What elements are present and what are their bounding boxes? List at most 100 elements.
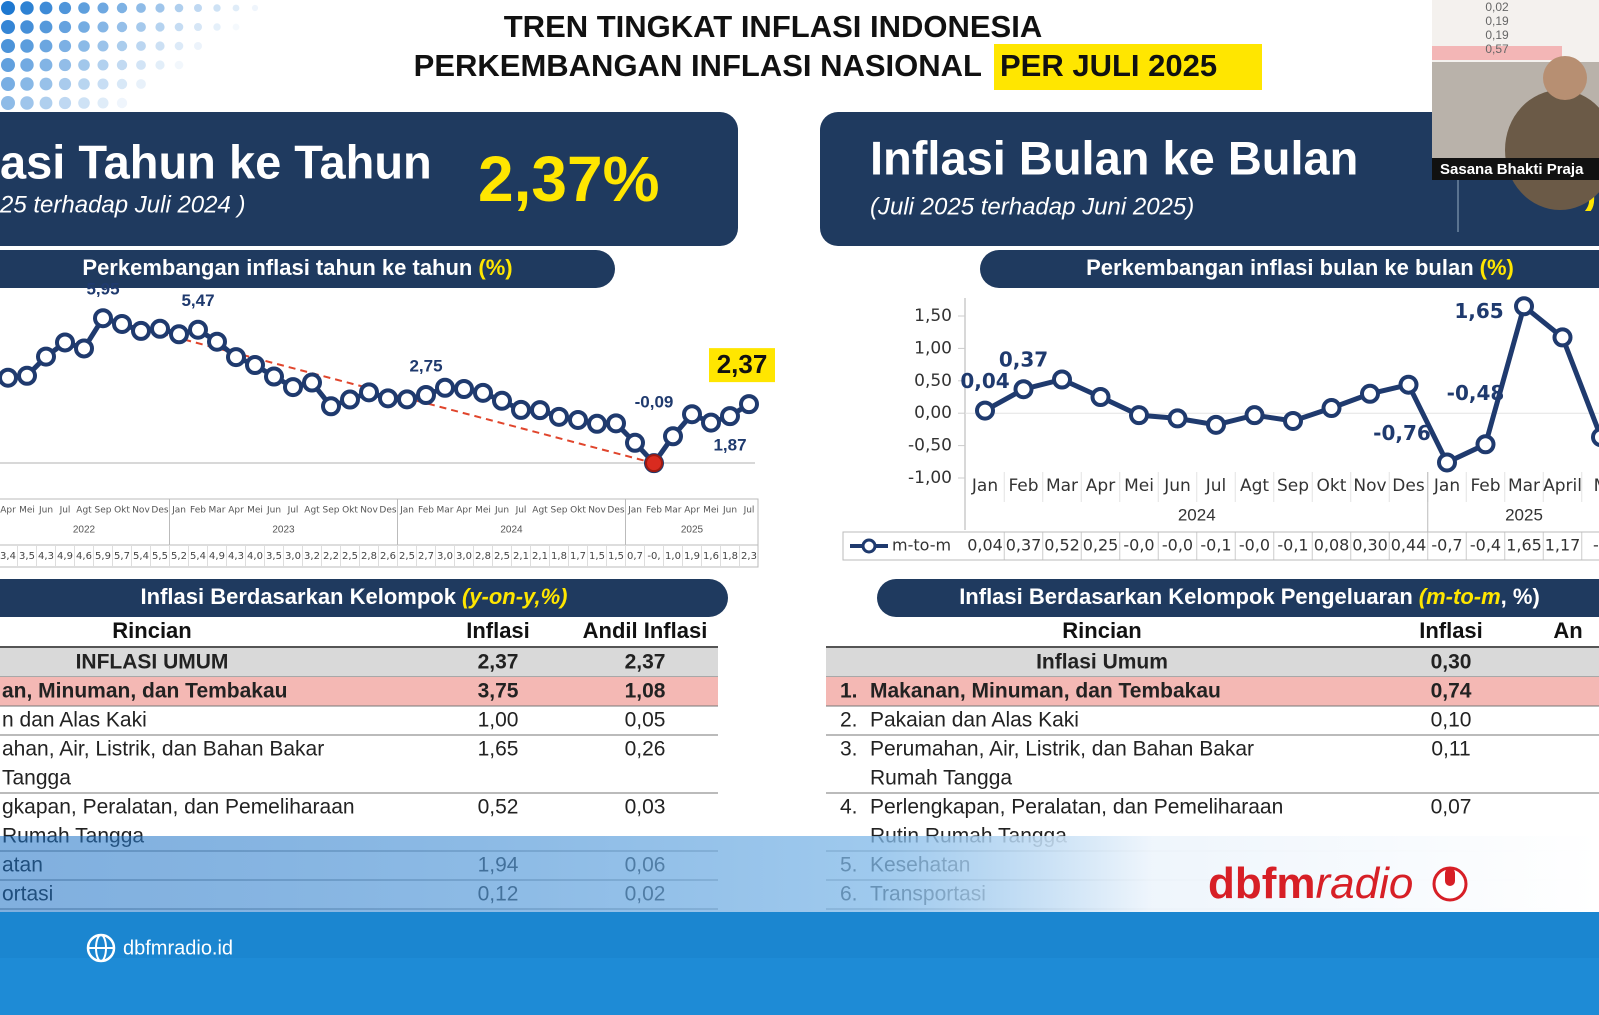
value-label: 1,87 <box>713 436 746 455</box>
table-cell: -0,0 <box>1239 536 1270 555</box>
table-cell: 2,8 <box>475 551 491 562</box>
x-tick-label: Jun <box>722 506 737 516</box>
table-cell: 5,5 <box>152 551 168 562</box>
x-tick-label: Okt <box>114 506 130 516</box>
data-point <box>568 409 588 430</box>
table-cell: 1,17 <box>1545 536 1581 555</box>
table-cell: 2,6 <box>380 551 396 562</box>
value-label: 0,37 <box>999 348 1048 372</box>
value-label: 2,37 <box>717 349 768 379</box>
data-point <box>511 399 531 420</box>
row-band <box>826 677 1599 706</box>
data-point <box>378 388 398 409</box>
panel-left <box>0 112 738 246</box>
data-point <box>701 412 721 433</box>
x-tick-label: Jun <box>266 506 281 516</box>
x-tick-label: Sep <box>551 506 568 516</box>
dot <box>97 97 109 109</box>
x-tick-label: Jun <box>494 506 509 516</box>
data-point <box>1013 379 1034 400</box>
dot <box>97 59 109 71</box>
dot <box>136 3 146 13</box>
table-cell: 5,7 <box>114 551 130 562</box>
dot <box>58 1 72 15</box>
title-line-1: TREN TINGKAT INFLASI INDONESIA <box>504 9 1042 44</box>
data-point <box>663 426 683 447</box>
value-label: -0,09 <box>635 393 674 412</box>
row-label: Pakaian dan Alas Kaki <box>870 709 1079 732</box>
panel-left-title: asi Tahun ke Tahun <box>0 135 432 188</box>
y-tick-label: -1,00 <box>908 468 952 488</box>
table-cell: 2,5 <box>342 551 358 562</box>
data-point <box>1090 387 1111 407</box>
table-cell: 3,0 <box>456 551 472 562</box>
dot <box>116 59 128 71</box>
slide-value: 0,19 <box>1485 28 1509 42</box>
dot <box>1 58 15 72</box>
video-caption-bg <box>1432 158 1599 180</box>
table-cell: 1,5 <box>608 551 624 562</box>
footer-bar-lower <box>0 958 1599 1015</box>
value-label: -0,76 <box>1373 421 1431 445</box>
row-value: 2,37 <box>478 651 519 674</box>
year-label: 2024 <box>500 525 523 536</box>
title-highlight: PER JULI 2025 <box>1000 48 1217 83</box>
data-point <box>1552 327 1573 348</box>
data-point <box>74 338 94 359</box>
dot <box>58 77 72 91</box>
dot <box>58 20 72 34</box>
dot <box>97 2 109 14</box>
x-tick-label: Jan <box>171 506 186 516</box>
x-tick-label: Nov <box>588 506 606 516</box>
data-point <box>55 332 75 353</box>
data-point <box>188 319 208 340</box>
x-tick-label: Jan <box>399 506 414 516</box>
dot <box>1 96 15 110</box>
x-tick-label: Mei <box>703 506 719 516</box>
dot <box>1 20 15 34</box>
table-cell: -0,0 <box>1162 536 1193 555</box>
panel-right-subtitle: (Juli 2025 terhadap Juni 2025) <box>870 193 1194 220</box>
x-tick-label: Okt <box>1317 476 1347 496</box>
year-label: 2022 <box>73 525 96 536</box>
data-point <box>321 396 341 417</box>
data-point <box>530 400 550 421</box>
row-label: ahan, Air, Listrik, dan Bahan Bakar <box>2 738 324 761</box>
data-point <box>207 331 227 352</box>
dot <box>155 3 165 13</box>
x-tick-label: Nov <box>1353 476 1386 496</box>
x-tick-label: Jul <box>287 506 299 516</box>
data-point <box>1206 414 1226 435</box>
table-cell: 2,2 <box>323 551 339 562</box>
year-label: 2023 <box>272 525 295 536</box>
dot <box>20 77 34 91</box>
table-cell: 1,6 <box>703 551 719 562</box>
section-title-part: (y-on-y,%) <box>462 584 568 609</box>
section-pill <box>0 579 728 617</box>
y-tick-label: 1,50 <box>914 306 952 326</box>
data-point <box>93 308 113 329</box>
table-cell: 0,52 <box>1044 536 1080 555</box>
data-point <box>549 406 569 427</box>
data-point <box>739 394 759 415</box>
table-cell: 2,1 <box>513 551 529 562</box>
dot <box>39 1 53 15</box>
dot <box>232 23 240 31</box>
dot <box>97 78 109 90</box>
x-tick-label: Apr <box>228 506 244 516</box>
dot <box>39 58 53 72</box>
dot <box>213 23 221 31</box>
data-point <box>587 413 607 434</box>
row-value: 1,65 <box>478 738 519 761</box>
value-label: 2,75 <box>409 356 442 375</box>
x-tick-label: Feb <box>1008 476 1038 496</box>
section-title: Perkembangan inflasi tahun ke tahun (%) <box>82 255 512 280</box>
trend-line <box>102 317 655 465</box>
table-cell: 4,9 <box>57 551 73 562</box>
x-tick-label: Okt <box>342 506 358 516</box>
dot <box>1 77 15 91</box>
x-tick-label: Jan <box>627 506 642 516</box>
table-cell: 5,2 <box>171 551 187 562</box>
